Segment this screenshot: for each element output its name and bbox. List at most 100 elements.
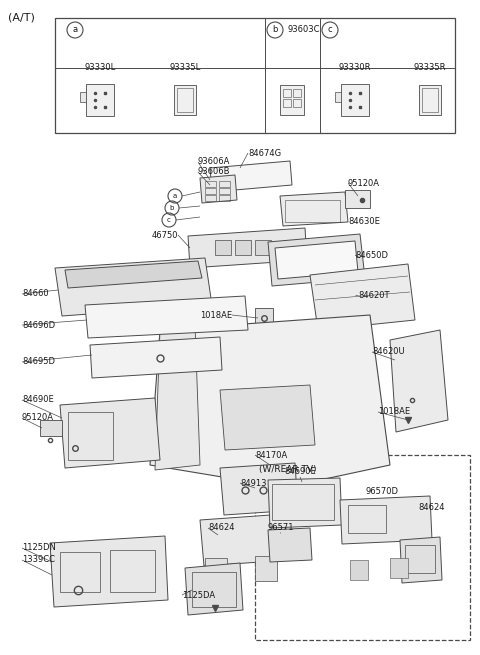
Text: 84913: 84913 (240, 479, 266, 487)
Text: 84690E: 84690E (22, 396, 54, 405)
Bar (255, 455, 470, 640)
Bar (283, 89, 291, 97)
Bar (60, 552, 100, 592)
Bar (205, 195, 216, 201)
Polygon shape (188, 228, 307, 268)
Bar (348, 505, 386, 533)
Bar (255, 556, 277, 581)
Polygon shape (60, 398, 160, 468)
Text: 93603C: 93603C (287, 26, 320, 35)
Text: 1018AE: 1018AE (200, 310, 232, 320)
Text: 84620T: 84620T (358, 291, 389, 299)
Text: 84695D: 84695D (22, 358, 55, 367)
Text: 93335L: 93335L (169, 64, 201, 73)
Polygon shape (200, 514, 288, 566)
Text: 93335R: 93335R (414, 64, 446, 73)
Polygon shape (268, 478, 342, 528)
Text: 93606B: 93606B (198, 168, 230, 176)
Polygon shape (85, 296, 248, 338)
Bar (68, 412, 113, 460)
Bar (192, 572, 236, 607)
Text: 84650D: 84650D (355, 250, 388, 259)
Text: 84624: 84624 (208, 523, 235, 533)
Polygon shape (185, 563, 243, 615)
Bar (405, 545, 435, 573)
Polygon shape (55, 258, 212, 316)
Bar (341, 84, 369, 116)
Bar (80, 92, 86, 102)
Bar (110, 550, 155, 592)
Text: c: c (328, 26, 332, 35)
Bar (174, 85, 196, 115)
Bar (280, 85, 304, 115)
Text: a: a (72, 26, 78, 35)
Bar (419, 85, 441, 115)
Bar (345, 190, 370, 208)
Polygon shape (268, 234, 365, 286)
Text: 96570D: 96570D (366, 487, 399, 496)
Bar (235, 240, 251, 255)
Text: 93330L: 93330L (84, 64, 116, 73)
Text: c: c (167, 217, 171, 223)
Bar (283, 99, 291, 107)
Text: 95120A: 95120A (22, 413, 54, 422)
Bar (55, 18, 455, 133)
Text: 84170A: 84170A (255, 451, 287, 460)
Text: 84674G: 84674G (248, 149, 281, 157)
Bar (293, 89, 301, 97)
Text: 84660: 84660 (22, 290, 48, 299)
Bar (293, 99, 301, 107)
Text: b: b (272, 26, 278, 35)
Bar (205, 188, 216, 194)
Bar (285, 200, 340, 222)
Polygon shape (150, 315, 390, 480)
Bar (205, 558, 227, 583)
Text: 96571: 96571 (268, 523, 295, 531)
Text: (W/REAR TV): (W/REAR TV) (259, 465, 316, 474)
Bar (335, 92, 341, 102)
Bar (255, 240, 271, 255)
Text: 84696D: 84696D (22, 320, 55, 329)
Polygon shape (90, 337, 222, 378)
Bar (255, 308, 273, 336)
Bar (219, 188, 230, 194)
Polygon shape (220, 385, 315, 450)
Text: 84620U: 84620U (372, 348, 405, 356)
Bar (350, 560, 368, 580)
Bar (215, 240, 231, 255)
Polygon shape (65, 261, 202, 288)
Polygon shape (50, 536, 168, 607)
Text: b: b (170, 205, 174, 211)
Polygon shape (210, 161, 292, 192)
Bar (272, 484, 334, 520)
Polygon shape (390, 330, 448, 432)
Bar (219, 195, 230, 201)
Polygon shape (268, 528, 312, 562)
Text: 1018AE: 1018AE (378, 407, 410, 417)
Text: 84690E: 84690E (284, 466, 316, 476)
Bar (219, 181, 230, 187)
Text: 1125DA: 1125DA (182, 591, 215, 599)
Polygon shape (280, 192, 348, 226)
Text: 1125DN: 1125DN (22, 544, 56, 553)
Bar (390, 558, 408, 578)
Text: (A/T): (A/T) (8, 13, 35, 23)
Text: 93606A: 93606A (198, 157, 230, 166)
Bar (205, 181, 216, 187)
Text: 84624: 84624 (418, 504, 444, 512)
Polygon shape (155, 325, 200, 470)
Polygon shape (400, 537, 442, 583)
Polygon shape (310, 264, 415, 330)
Bar (86, 84, 114, 116)
Polygon shape (340, 496, 432, 544)
Polygon shape (220, 463, 298, 515)
Bar (177, 88, 193, 112)
Text: 95120A: 95120A (348, 179, 380, 187)
Bar (422, 88, 438, 112)
Text: 1339CC: 1339CC (22, 555, 55, 565)
Text: 84630E: 84630E (348, 217, 380, 227)
Polygon shape (275, 241, 358, 279)
Polygon shape (200, 175, 237, 203)
Text: 93330R: 93330R (339, 64, 371, 73)
Text: a: a (173, 193, 177, 199)
